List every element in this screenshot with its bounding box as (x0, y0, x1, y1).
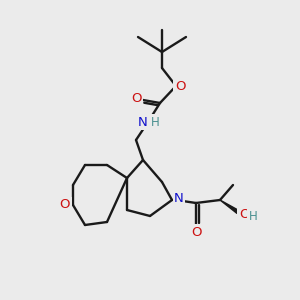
Text: N: N (138, 116, 148, 128)
Polygon shape (220, 200, 239, 214)
Text: O: O (60, 199, 70, 212)
Text: O: O (191, 226, 201, 238)
Text: H: H (249, 209, 257, 223)
Text: H: H (151, 116, 159, 128)
Text: N: N (174, 191, 184, 205)
Text: O: O (239, 208, 249, 220)
Text: O: O (131, 92, 141, 106)
Text: O: O (175, 80, 185, 92)
